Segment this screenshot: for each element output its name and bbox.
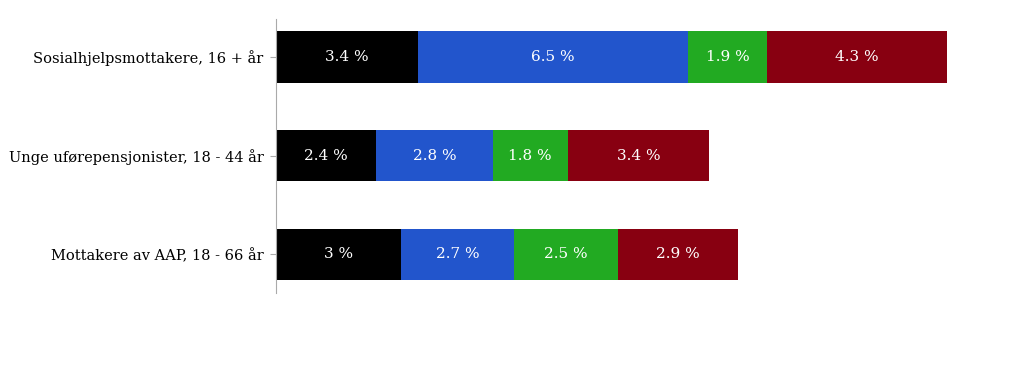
Text: 3.4 %: 3.4 % — [325, 50, 369, 64]
Text: 2.5 %: 2.5 % — [544, 248, 587, 261]
Bar — [767, 31, 946, 82]
Text: 2.8 %: 2.8 % — [412, 148, 456, 163]
Bar — [688, 31, 767, 82]
Text: 6.5 %: 6.5 % — [531, 50, 575, 64]
Bar — [276, 130, 376, 181]
Text: 1.9 %: 1.9 % — [706, 50, 750, 64]
Text: 2.4 %: 2.4 % — [304, 148, 348, 163]
Bar — [276, 229, 401, 280]
Text: 3.4 %: 3.4 % — [617, 148, 660, 163]
Bar — [514, 229, 618, 280]
Bar — [493, 130, 568, 181]
Text: 1.8 %: 1.8 % — [508, 148, 552, 163]
Text: 2.9 %: 2.9 % — [656, 248, 700, 261]
Bar — [618, 229, 739, 280]
Bar — [276, 31, 417, 82]
Bar — [568, 130, 709, 181]
Bar — [401, 229, 514, 280]
Text: 4.3 %: 4.3 % — [835, 50, 879, 64]
Bar — [417, 31, 688, 82]
Bar — [376, 130, 493, 181]
Text: 3 %: 3 % — [324, 248, 353, 261]
Text: 2.7 %: 2.7 % — [436, 248, 479, 261]
